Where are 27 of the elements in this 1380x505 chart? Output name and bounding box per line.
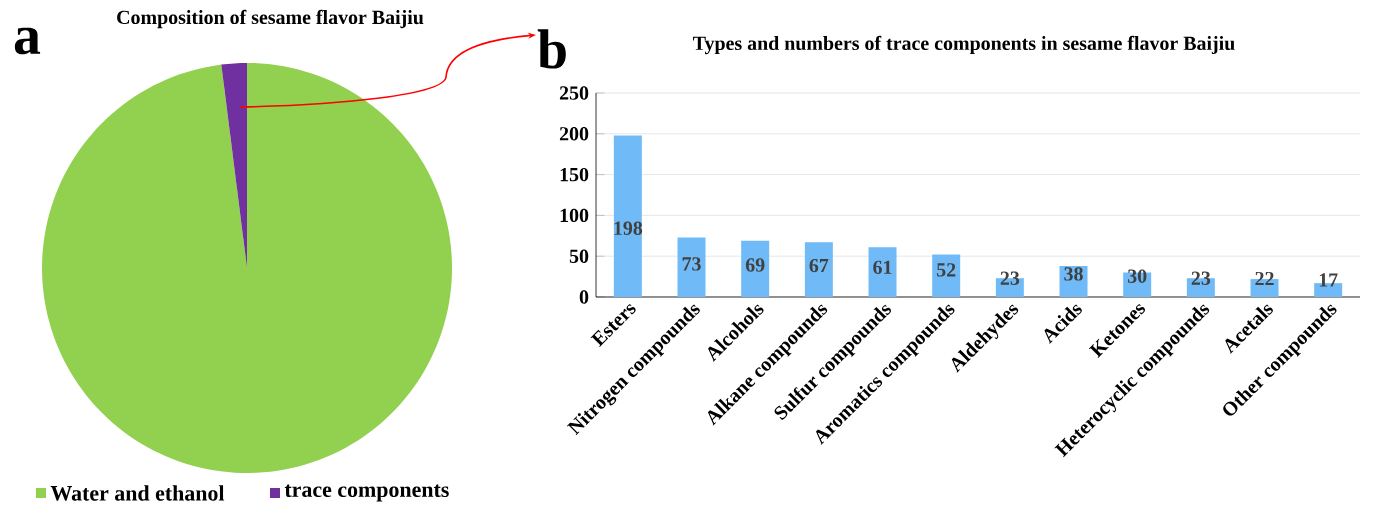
data-label: 22	[1255, 271, 1274, 286]
bar	[868, 247, 897, 297]
data-label: 61	[873, 260, 892, 275]
legend-label: trace components	[284, 484, 449, 502]
data-label: 30	[1127, 269, 1147, 283]
y-tick-label: 150	[560, 167, 589, 182]
legend-label: Water and ethanol	[50, 485, 225, 501]
y-tick-label: 200	[559, 127, 589, 141]
y-tick-label: 0	[579, 290, 589, 304]
text: a	[14, 27, 41, 55]
data-label: 52	[937, 263, 956, 277]
bar	[932, 254, 961, 297]
bar	[804, 242, 833, 297]
data-label: 198	[614, 221, 643, 235]
y-tick-label: 50	[569, 249, 589, 263]
chart-title: Composition of sesame flavor Baijiu	[117, 9, 424, 29]
bar	[677, 237, 706, 297]
bar	[741, 240, 770, 297]
y-tick-label: 250	[559, 86, 589, 100]
bar	[613, 135, 642, 297]
data-label: 38	[1064, 267, 1083, 281]
text: b	[537, 29, 566, 69]
chart-title: Types and numbers of trace components in sesame flavor Baijiu	[693, 35, 1235, 55]
y-tick-label: 100	[560, 208, 589, 223]
data-label: 69	[745, 258, 765, 272]
data-label: 67	[809, 258, 829, 273]
data-label: 73	[682, 257, 701, 271]
